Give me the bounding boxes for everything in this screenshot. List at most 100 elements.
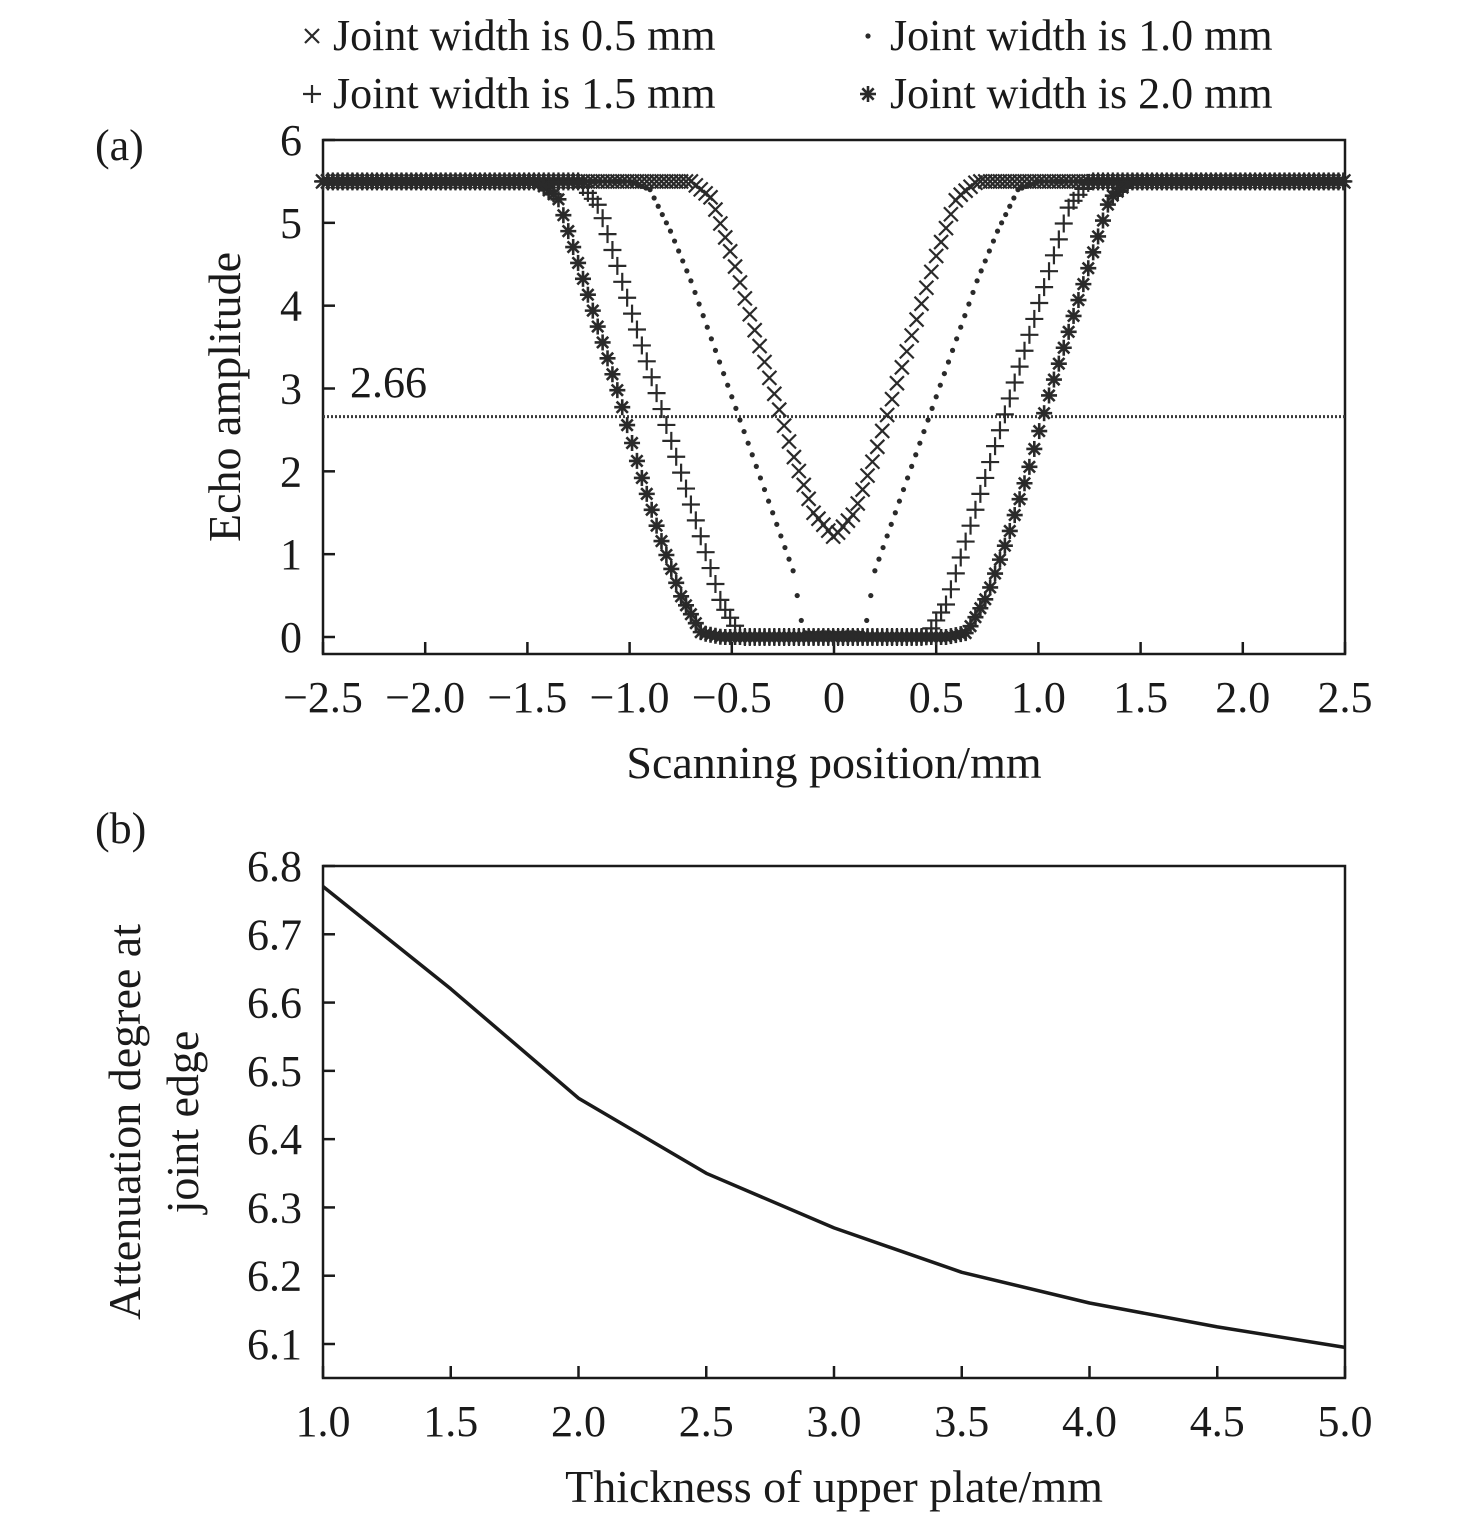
data-point (884, 391, 900, 407)
data-point (598, 225, 617, 244)
data-point (917, 440, 923, 446)
data-point (774, 521, 780, 527)
series-dot (320, 178, 1348, 636)
data-point (1006, 507, 1023, 524)
data-point (1035, 178, 1041, 185)
data-point (761, 370, 778, 386)
x-tick-label: −2.0 (385, 673, 465, 722)
data-point (971, 484, 990, 503)
data-point (1070, 292, 1087, 309)
data-point (757, 475, 764, 481)
data-point (888, 521, 894, 527)
data-point (874, 423, 891, 439)
y-tick-label: 2 (280, 447, 302, 496)
data-point (628, 452, 645, 469)
data-point (1044, 246, 1063, 265)
data-point (956, 532, 975, 551)
data-point (1000, 389, 1019, 408)
data-point (966, 500, 985, 519)
x-tick-label: 1.5 (423, 1397, 478, 1446)
data-point (933, 234, 949, 250)
legend-label: Joint width is 1.5 mm (333, 69, 716, 118)
x-tick-label: −0.5 (692, 673, 772, 722)
data-point (746, 322, 763, 338)
data-point (667, 228, 674, 234)
data-point (1049, 230, 1068, 249)
ticks-a (321, 138, 1347, 654)
data-point (663, 560, 680, 577)
data-point (849, 495, 866, 512)
x-tick-label: 0 (823, 673, 845, 722)
data-point (696, 543, 715, 562)
data-point (584, 302, 601, 319)
data-point (941, 370, 947, 377)
data-point (680, 258, 686, 264)
data-point (790, 568, 796, 574)
y-axis-title-b-line-2: joint edge (157, 1031, 208, 1216)
data-point (704, 324, 710, 330)
legend-marker (865, 33, 871, 39)
data-point (898, 343, 915, 360)
data-point (1080, 260, 1097, 277)
x-tick-label: 4.0 (1062, 1397, 1117, 1446)
data-point (761, 486, 768, 493)
data-point (606, 178, 612, 185)
data-point (995, 405, 1014, 424)
data-point (655, 203, 661, 209)
y-tick-label: 6.8 (247, 842, 302, 891)
legend: Joint width is 0.5 mm Joint width is 1.0… (303, 11, 1273, 118)
data-point (1010, 357, 1029, 376)
data-point (725, 382, 731, 388)
data-point (958, 324, 964, 330)
data-point (864, 453, 881, 470)
y-tick-label: 4 (280, 282, 302, 331)
data-point (876, 556, 882, 562)
data-point (692, 289, 698, 296)
series-x (315, 173, 1352, 545)
legend-marker-x (304, 28, 320, 44)
data-point (651, 195, 657, 201)
data-point (798, 617, 804, 624)
y-tick-label: 6.5 (247, 1047, 302, 1096)
data-point (1011, 195, 1017, 201)
data-point (737, 417, 743, 423)
data-point (702, 189, 719, 206)
data-point (622, 178, 629, 185)
data-point (961, 516, 980, 535)
data-point (1025, 309, 1044, 328)
data-point (845, 506, 861, 523)
data-point (782, 544, 788, 551)
data-point (643, 185, 649, 191)
data-point (732, 274, 748, 291)
data-point (776, 417, 792, 434)
tick-labels-a: −2.5 −2.0 −1.5 −1.0 −0.5 0 0.5 1.0 1.5 2.0 2.5 0 1 2 3… (280, 116, 1373, 722)
data-point (1041, 387, 1058, 404)
data-point (872, 568, 878, 574)
data-point (937, 382, 943, 388)
data-point (868, 592, 874, 599)
data-point (586, 178, 592, 185)
data-point (986, 437, 1005, 456)
x-tick-label: 1.0 (296, 1397, 351, 1446)
data-point (795, 477, 812, 493)
legend-item-0: Joint width is 0.5 mm (304, 11, 716, 60)
data-point (1054, 214, 1073, 233)
y-tick-label: 6.2 (247, 1252, 302, 1301)
data-point (722, 243, 738, 260)
data-point (613, 272, 632, 291)
data-point (614, 178, 620, 185)
x-tick-label: 1.0 (1011, 673, 1066, 722)
data-point (1060, 178, 1066, 185)
series-star (315, 173, 1352, 645)
data-point (657, 415, 676, 434)
x-tick-label: −1.0 (590, 673, 670, 722)
data-point (1050, 355, 1067, 372)
data-point (635, 182, 641, 188)
data-point (990, 421, 1009, 440)
x-tick-label: 2.0 (551, 1397, 606, 1446)
data-point (659, 211, 665, 218)
data-point (681, 495, 700, 514)
data-point (708, 336, 714, 342)
legend-label: Joint width is 0.5 mm (333, 11, 716, 60)
data-point (603, 241, 622, 260)
